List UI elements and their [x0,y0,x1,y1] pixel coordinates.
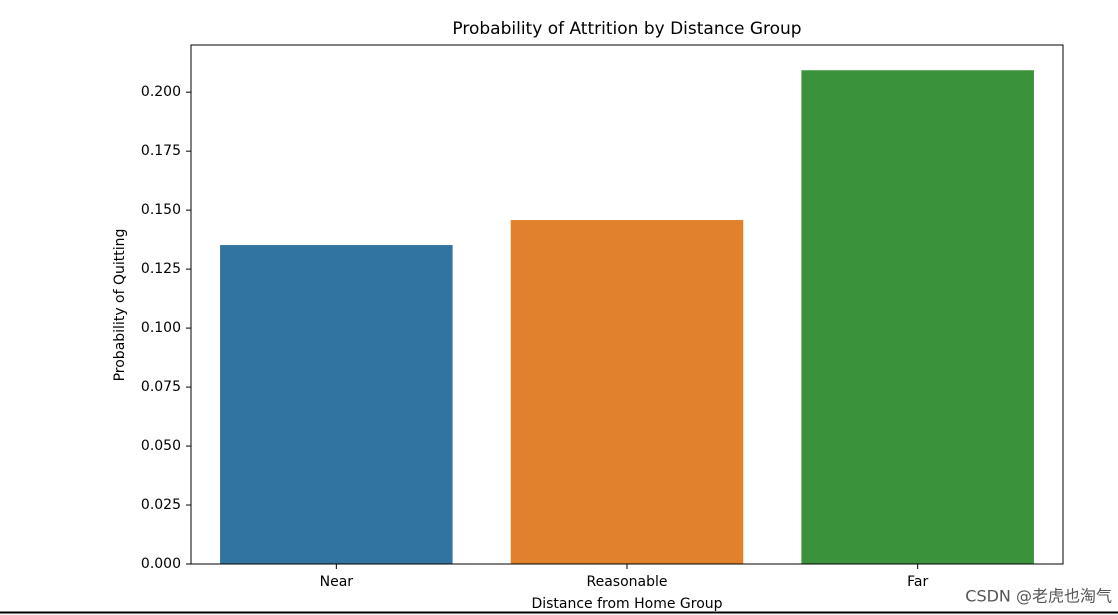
watermark: CSDN @老虎也淘气 [965,587,1112,606]
x-axis-label: Distance from Home Group [531,596,722,612]
y-tick-label: 0.175 [141,143,181,159]
chart-title: Probability of Attrition by Distance Gro… [452,19,801,39]
y-tick-label: 0.125 [141,261,181,277]
y-tick-label: 0.150 [141,202,181,218]
bar [220,245,453,564]
y-tick-label: 0.025 [141,497,181,513]
x-tick-label: Far [907,574,928,590]
y-tick-label: 0.000 [141,556,181,572]
y-axis-label: Probability of Quitting [112,229,128,382]
y-tick-label: 0.100 [141,320,181,336]
plot-frame [190,44,1064,565]
x-tick-label: Near [320,574,354,590]
bar [510,220,744,564]
x-tick-label: Reasonable [587,574,668,590]
y-tick-label: 0.075 [141,379,181,395]
y-tick-label: 0.200 [141,84,181,100]
y-tick-label: 0.050 [141,438,181,454]
bar [801,70,1034,564]
